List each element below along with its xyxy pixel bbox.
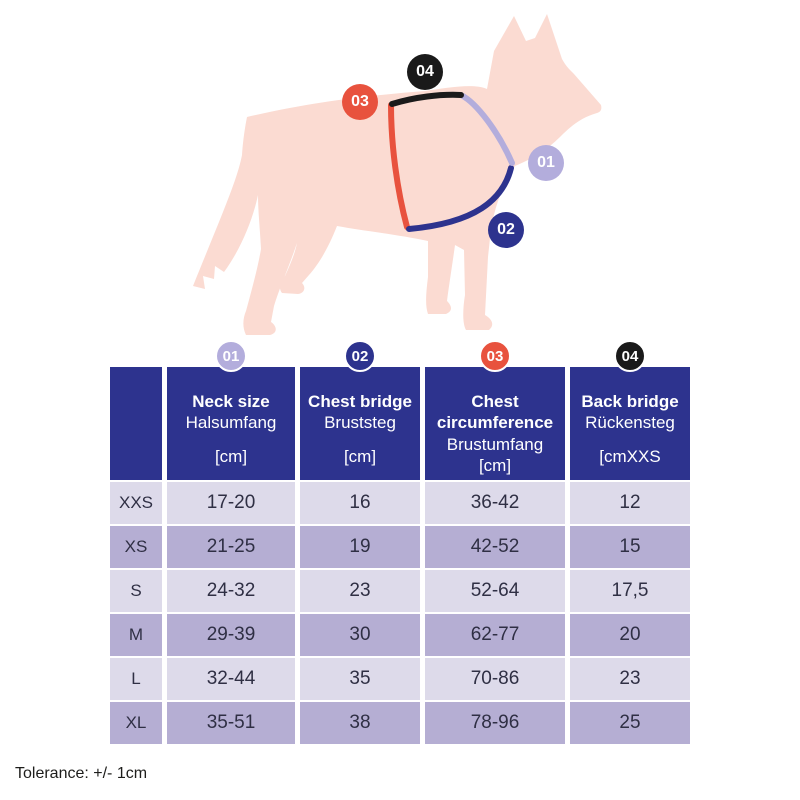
row-xxs-chest-bridge: 16 — [300, 482, 420, 524]
row-s-back-bridge: 17,5 — [570, 570, 690, 612]
row-s-chest-bridge: 23 — [300, 570, 420, 612]
header-neck-size-de: Halsumfang — [185, 413, 277, 433]
marker-01-label: 01 — [537, 154, 555, 171]
marker-04-back-bridge: 04 — [407, 54, 443, 90]
row-m-back-bridge: 20 — [570, 614, 690, 656]
header-size-column — [110, 367, 162, 480]
row-xs-chest-circumference: 42-52 — [425, 526, 565, 568]
marker-02-chest-bridge: 02 — [488, 212, 524, 248]
row-l-back-bridge: 23 — [570, 658, 690, 700]
header-neck-size: 01 Neck size Halsumfang [cm] — [167, 340, 295, 480]
row-xl-neck: 35-51 — [167, 702, 295, 744]
marker-01-neck-size: 01 — [528, 145, 564, 181]
row-l-neck: 32-44 — [167, 658, 295, 700]
badge-02: 02 — [344, 340, 376, 372]
header-chest-circumference-de: Brustumfang — [446, 434, 544, 454]
header-neck-size-en: Neck size — [192, 392, 270, 411]
badge-01: 01 — [215, 340, 247, 372]
row-l-size: L — [110, 658, 162, 700]
badge-03-label: 03 — [486, 347, 504, 365]
row-m-chest-circumference: 62-77 — [425, 614, 565, 656]
marker-03-chest-circumference: 03 — [342, 84, 378, 120]
row-s-neck: 24-32 — [167, 570, 295, 612]
row-m-neck: 29-39 — [167, 614, 295, 656]
header-chest-circumference-unit: [cm] — [478, 455, 512, 475]
row-l-chest-circumference: 70-86 — [425, 658, 565, 700]
row-xl-back-bridge: 25 — [570, 702, 690, 744]
row-xs-back-bridge: 15 — [570, 526, 690, 568]
dog-harness-diagram: 04 03 01 02 — [185, 5, 625, 345]
badge-01-label: 01 — [222, 347, 240, 365]
row-xs-chest-bridge: 19 — [300, 526, 420, 568]
chest-bridge-strap — [406, 165, 514, 232]
badge-04: 04 — [614, 340, 646, 372]
header-neck-size-unit: [cm] — [214, 447, 248, 466]
marker-04-label: 04 — [416, 63, 434, 80]
row-xs-size: XS — [110, 526, 162, 568]
marker-03-label: 03 — [351, 93, 369, 110]
header-chest-circumference-en: Chest circumference — [436, 392, 554, 433]
row-xxs-chest-circumference: 36-42 — [425, 482, 565, 524]
badge-02-label: 02 — [351, 347, 369, 365]
row-m-chest-bridge: 30 — [300, 614, 420, 656]
header-chest-circumference: 03 Chest circumference Brustumfang [cm] — [425, 340, 565, 480]
neck-strap — [458, 92, 515, 166]
row-xl-chest-circumference: 78-96 — [425, 702, 565, 744]
row-xl-chest-bridge: 38 — [300, 702, 420, 744]
header-back-bridge-unit: [cmXXS — [599, 447, 661, 466]
header-back-bridge-en: Back bridge — [581, 392, 679, 411]
header-back-bridge-de: Rückensteg — [585, 413, 675, 433]
row-xxs-back-bridge: 12 — [570, 482, 690, 524]
marker-02-label: 02 — [497, 221, 515, 238]
row-xl-size: XL — [110, 702, 162, 744]
badge-03: 03 — [479, 340, 511, 372]
badge-04-label: 04 — [621, 347, 639, 365]
row-xs-neck: 21-25 — [167, 526, 295, 568]
row-xxs-size: XXS — [110, 482, 162, 524]
header-chest-bridge-unit: [cm] — [343, 447, 377, 466]
header-chest-bridge-de: Bruststeg — [324, 413, 396, 433]
row-xxs-neck: 17-20 — [167, 482, 295, 524]
size-table: 01 Neck size Halsumfang [cm] 02 Chest br… — [110, 340, 690, 744]
row-m-size: M — [110, 614, 162, 656]
dog-illustration — [193, 14, 602, 335]
row-l-chest-bridge: 35 — [300, 658, 420, 700]
chest-circumference-strap — [388, 102, 410, 230]
header-chest-bridge: 02 Chest bridge Bruststeg [cm] — [300, 340, 420, 480]
row-s-size: S — [110, 570, 162, 612]
tolerance-note: Tolerance: +/- 1cm — [15, 765, 148, 782]
header-back-bridge: 04 Back bridge Rückensteg [cmXXS — [570, 340, 690, 480]
back-bridge-strap — [389, 91, 464, 107]
row-s-chest-circumference: 52-64 — [425, 570, 565, 612]
header-chest-bridge-en: Chest bridge — [308, 392, 412, 411]
